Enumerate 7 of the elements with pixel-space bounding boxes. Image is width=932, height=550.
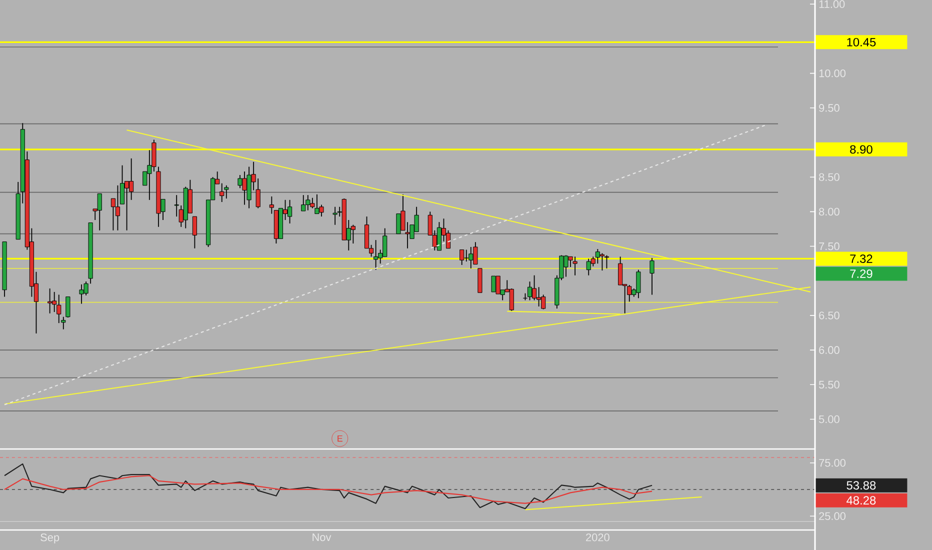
text: 53.88 (846, 481, 876, 490)
ref-line-label: 10.45 (847, 38, 876, 46)
text: 48.28 (846, 496, 876, 505)
ref-line-label: 7.32 (850, 254, 872, 263)
ref-line-label: 8.90 (850, 145, 872, 154)
annotation: E (338, 435, 342, 442)
text: 7.29 (850, 270, 872, 278)
